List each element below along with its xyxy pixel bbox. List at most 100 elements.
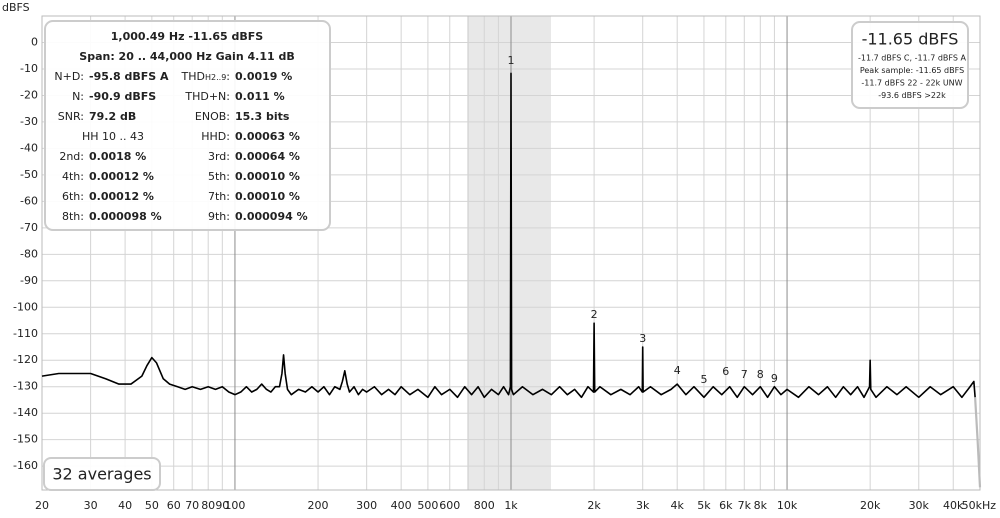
x-tick-label: 20k (860, 499, 881, 512)
y-tick-label: -80 (20, 247, 38, 260)
harmonic-label: 5 (700, 373, 707, 386)
x-tick-label: 10k (777, 499, 798, 512)
level-line: Peak sample: -11.65 dBFS (860, 66, 964, 75)
info-label: N+D: (54, 70, 84, 83)
averages: 32 averages (52, 465, 151, 484)
level-line: -11.7 dBFS C, -11.7 dBFS A (858, 54, 966, 63)
y-tick-label: -90 (20, 274, 38, 287)
x-tick-label: 3k (636, 499, 650, 512)
info-label: 7th: (208, 190, 230, 203)
info-value: 0.000098 % (89, 210, 162, 223)
info-label-text: 5th: (208, 170, 230, 183)
y-tick-label: 0 (31, 35, 38, 48)
panels: 1,000.49 Hz -11.65 dBFS Span: 20 .. 44,00… (43, 20, 969, 491)
info-label-text: HHD: (201, 130, 230, 143)
x-tick-label: 30 (84, 499, 98, 512)
level-line: -93.6 dBFS >22k (878, 91, 946, 100)
info-value: 0.0019 % (235, 70, 292, 83)
harmonic-label: 2 (591, 308, 598, 321)
info-label-text: 6th: (62, 190, 84, 203)
y-tick-label: -120 (13, 353, 38, 366)
x-tick-label: 8k (754, 499, 768, 512)
x-tick-label: 1k (504, 499, 518, 512)
y-axis-label: dBFS (2, 1, 30, 14)
info-value: 0.011 % (235, 90, 285, 103)
info-value: 0.00012 % (89, 190, 154, 203)
level-main: -11.65 dBFS (862, 30, 959, 49)
x-tick-label: 90 (215, 499, 229, 512)
x-tick-label: 100 (224, 499, 245, 512)
info-label-text: SNR: (58, 110, 84, 123)
info-label-text: 3rd: (208, 150, 230, 163)
info-value: -95.8 dBFS A (89, 70, 169, 83)
info-value: -90.9 dBFS (89, 90, 156, 103)
harmonic-label: 7 (741, 368, 748, 381)
info-label-text: 7th: (208, 190, 230, 203)
harmonic-label: 6 (722, 365, 729, 378)
y-tick-label: -110 (13, 327, 38, 340)
shaded-range (467, 16, 551, 490)
info-value: 0.0018 % (89, 150, 146, 163)
info-value: 0.00012 % (89, 170, 154, 183)
x-tick-label: 80 (201, 499, 215, 512)
harmonic-label: 9 (771, 372, 778, 385)
info-label-text: THD (181, 70, 205, 83)
info-value: 15.3 bits (235, 110, 290, 123)
info-value: 0.00010 % (235, 170, 300, 183)
y-tick-label: -50 (20, 168, 38, 181)
x-tick-label: 6k (719, 499, 733, 512)
info-label: ENOB: (195, 110, 230, 123)
harmonic-label: 3 (639, 332, 646, 345)
x-tick-label: 4k (671, 499, 685, 512)
level-panel (851, 21, 969, 109)
x-tick-label: 2k (587, 499, 601, 512)
x-tick-label: 70 (185, 499, 199, 512)
harmonic-label: 4 (674, 364, 681, 377)
info-label: THD+N: (184, 90, 230, 103)
info-label: 6th: (62, 190, 84, 203)
spectrum-line (41, 72, 976, 399)
y-tick-label: -40 (20, 141, 38, 154)
info-label: THDH2..9: (181, 70, 230, 83)
info-panel (44, 20, 331, 231)
info-label: 9th: (208, 210, 230, 223)
x-tick-label: 600 (439, 499, 460, 512)
info-label-text: 9th: (208, 210, 230, 223)
x-tick-label: 800 (474, 499, 495, 512)
y-tick-label: -140 (13, 406, 38, 419)
info-label: 2nd: (59, 150, 84, 163)
x-tick-label: 20 (35, 499, 49, 512)
x-tick-label: 60 (167, 499, 181, 512)
info-label: SNR: (58, 110, 84, 123)
x-tick-label: 400 (391, 499, 412, 512)
info-label-text: 8th: (62, 210, 84, 223)
info-label-text: N: (72, 90, 84, 103)
x-tick-label: 5k (697, 499, 711, 512)
y-tick-label: -150 (13, 433, 38, 446)
info-value: 0.00064 % (235, 150, 300, 163)
y-tick-label: -160 (13, 459, 38, 472)
x-tick-label: 30k (909, 499, 930, 512)
plot-frame (41, 15, 981, 491)
info-value: 79.2 dB (89, 110, 136, 123)
y-tick-label: -100 (13, 300, 38, 313)
info-value: 0.000094 % (235, 210, 308, 223)
harmonic-label: 8 (757, 368, 764, 381)
info-label-end: : (226, 70, 230, 83)
info-line: Span: 20 .. 44,000 Hz Gain 4.11 dB (79, 50, 294, 63)
level-line: -11.7 dBFS 22 - 22k UNW (861, 79, 962, 88)
y-tick-label: -60 (20, 194, 38, 207)
x-tick-label: 7k (738, 499, 752, 512)
info-label: N: (72, 90, 84, 103)
info-label-sub: H2..9 (205, 73, 226, 82)
info-line: 1,000.49 Hz -11.65 dBFS (111, 30, 264, 43)
x-tick-label: 50 (145, 499, 159, 512)
info-label-text: N+D: (54, 70, 84, 83)
info-label: HH 10 .. 43 (82, 130, 144, 143)
spectrum-line (974, 397, 982, 488)
x-tick-label: 200 (308, 499, 329, 512)
info-label: HHD: (201, 130, 230, 143)
x-tick-label: 300 (356, 499, 377, 512)
y-tick-label: -10 (20, 62, 38, 75)
